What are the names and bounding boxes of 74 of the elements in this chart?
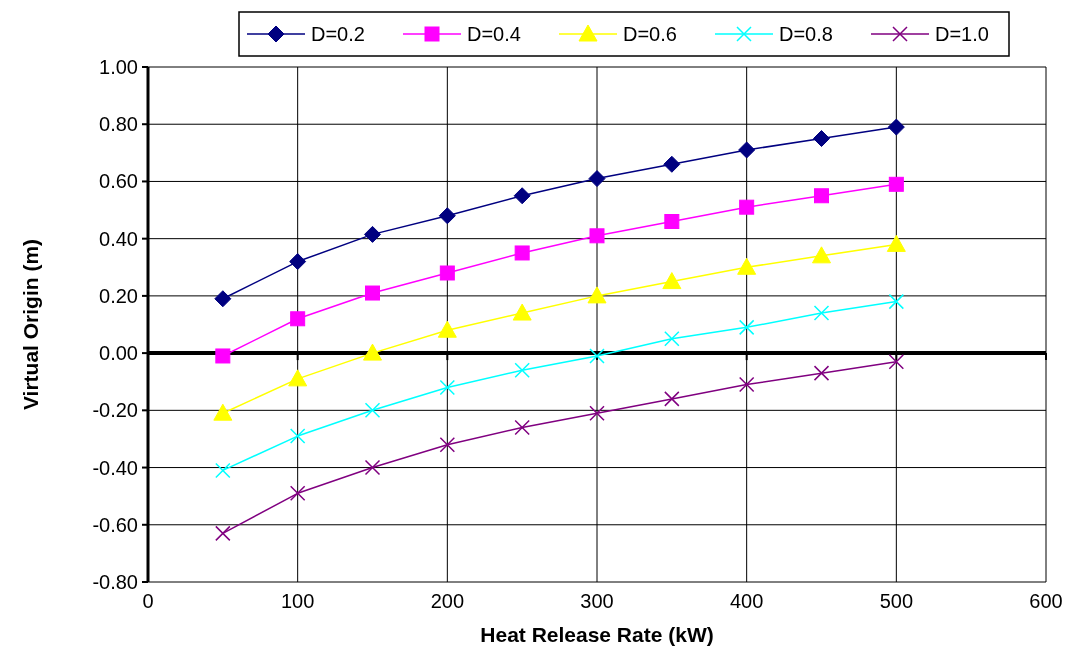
legend-label: D=0.2	[311, 23, 365, 45]
point	[365, 285, 380, 301]
y-tick-label: 0.80	[99, 113, 138, 136]
point	[812, 246, 831, 264]
point	[364, 225, 381, 243]
y-axis-title: Virtual Origin (m)	[19, 238, 42, 411]
point	[213, 403, 233, 421]
point	[439, 436, 456, 453]
point	[664, 214, 680, 229]
x-tick-label: 0	[142, 590, 154, 612]
point	[512, 303, 532, 321]
point	[363, 343, 382, 361]
point	[662, 272, 682, 290]
point	[813, 130, 830, 148]
x-tick-label: 200	[430, 590, 465, 612]
point	[439, 265, 455, 281]
point	[664, 391, 680, 407]
x-axis-title: Heat Release Rate (kW)	[480, 623, 714, 646]
point	[664, 331, 680, 347]
point	[589, 228, 605, 244]
x-tick-label: 500	[879, 590, 914, 612]
point	[738, 376, 755, 393]
legend-label: D=0.6	[623, 23, 677, 45]
y-tick-label: 0.00	[99, 342, 138, 365]
point	[589, 348, 605, 364]
y-tick-label: 0.40	[99, 227, 138, 250]
y-tick-label: 0.60	[99, 170, 138, 193]
point	[588, 170, 606, 188]
legend-label: D=0.4	[467, 23, 521, 45]
point	[514, 362, 530, 379]
point	[514, 419, 530, 436]
point	[887, 118, 905, 136]
x-tick-label: 600	[1029, 590, 1063, 612]
point	[888, 176, 904, 192]
point	[439, 379, 456, 396]
y-tick-label: -0.20	[92, 399, 138, 422]
x-tick-label: 300	[580, 590, 614, 612]
point	[215, 462, 231, 479]
point	[214, 290, 232, 308]
point	[364, 402, 381, 419]
point	[886, 234, 906, 252]
x-tick-label: 400	[729, 590, 764, 612]
legend-label: D=1.0	[935, 23, 989, 45]
point	[364, 459, 381, 476]
point	[814, 188, 829, 204]
y-tick-label: -0.80	[92, 571, 138, 593]
point	[215, 525, 231, 542]
point	[215, 348, 231, 364]
legend-label: D=0.8	[779, 23, 833, 45]
point	[289, 428, 306, 444]
y-tick-label: -0.40	[92, 456, 138, 479]
x-tick-label: 100	[280, 590, 315, 612]
point	[888, 353, 905, 370]
point	[587, 286, 607, 304]
point	[888, 293, 905, 310]
point	[589, 405, 605, 421]
point	[290, 311, 306, 327]
point	[513, 187, 531, 205]
point	[289, 485, 306, 502]
point	[438, 207, 456, 225]
point	[289, 253, 307, 271]
point	[288, 369, 308, 387]
y-tick-label: 0.20	[99, 284, 138, 307]
point	[813, 305, 830, 321]
point	[739, 199, 755, 215]
y-tick-label: -0.60	[92, 513, 138, 536]
y-tick-label: 1.00	[99, 56, 138, 78]
point	[514, 245, 530, 261]
point	[738, 141, 756, 159]
point	[737, 257, 757, 275]
point	[738, 319, 755, 336]
point	[663, 155, 681, 173]
point	[437, 320, 457, 338]
point	[813, 365, 830, 381]
